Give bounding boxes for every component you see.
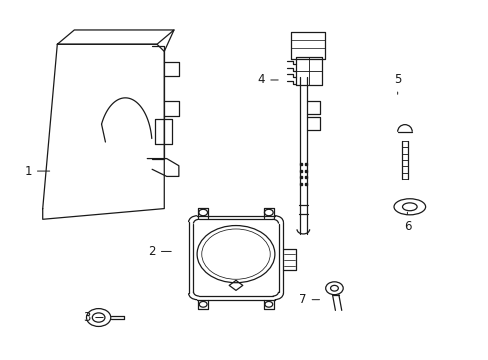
Text: 4: 4 (257, 73, 278, 86)
Text: 7: 7 (299, 293, 319, 306)
Text: 6: 6 (403, 212, 410, 233)
Text: 5: 5 (393, 73, 401, 94)
Text: 1: 1 (24, 165, 50, 177)
Text: 3: 3 (82, 311, 103, 324)
Text: 2: 2 (148, 245, 171, 258)
